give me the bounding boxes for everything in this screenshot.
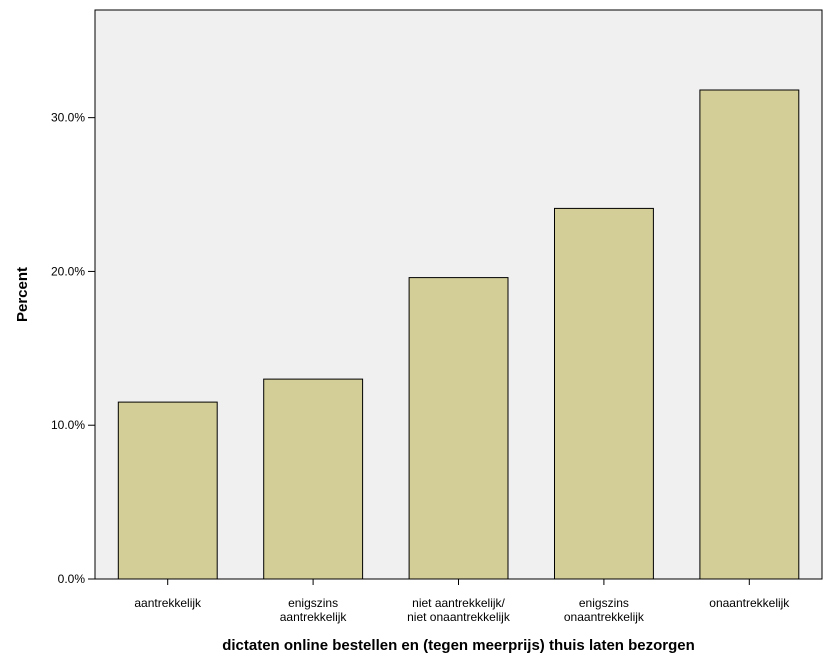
x-axis: aantrekkelijk enigszins aantrekkelijk niet … [134,579,790,624]
x-category-label: enigszins onaantrekkelijk [564,596,645,624]
bar-5 [699,89,800,580]
x-category-label: enigszins aantrekkelijk [280,596,348,624]
x-category-label: niet aantrekkelijk/niet onaantrekkelijk [407,596,511,624]
bar-3 [408,277,509,580]
x-axis-title: dictaten online bestellen en (tegen meer… [222,637,695,654]
y-tick-label: 20.0% [51,264,85,278]
bar-2 [263,378,364,580]
y-axis-title: Percent [14,267,31,322]
x-category-label: aantrekkelijk [134,596,202,610]
bar-series [117,89,800,580]
y-axis: 0.0% 10.0% 20.0% 30.0% [51,111,95,586]
bar-4 [554,207,654,580]
x-category-label: onaantrekkelijk [709,596,790,610]
y-tick-label: 30.0% [51,111,85,125]
y-tick-label: 10.0% [51,418,85,432]
y-tick-label: 0.0% [58,572,86,586]
bar-1 [117,401,218,580]
